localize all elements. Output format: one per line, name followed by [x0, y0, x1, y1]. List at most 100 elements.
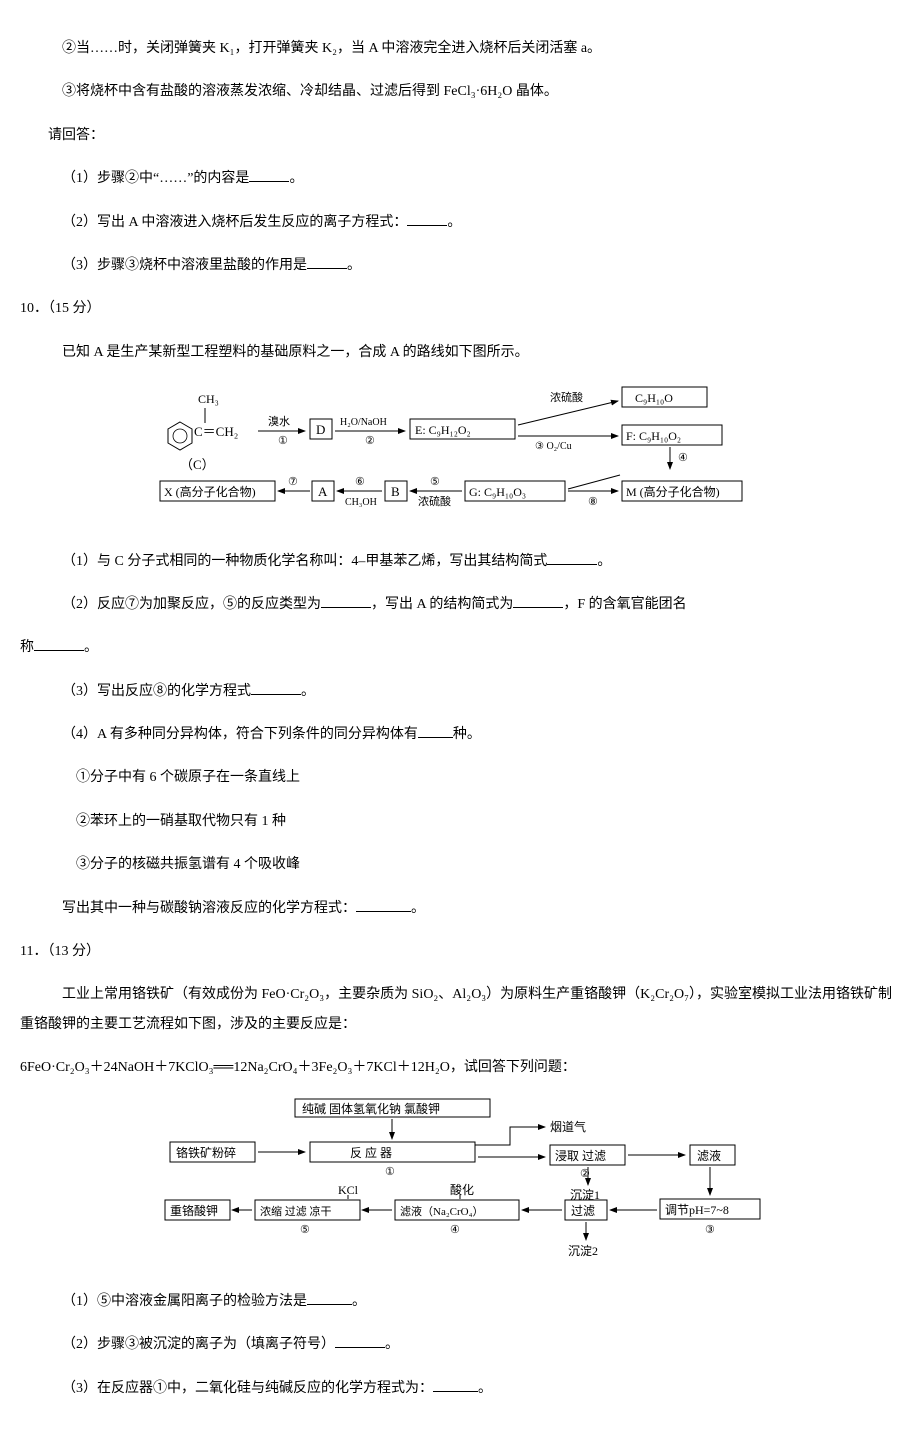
kcl: KCl: [338, 1183, 359, 1197]
blank[interactable]: [251, 680, 301, 695]
cond2: ②苯环上的一硝基取代物只有 1 种: [20, 807, 900, 836]
blank[interactable]: [34, 636, 84, 651]
p: 。: [597, 554, 611, 569]
blank[interactable]: [407, 211, 447, 226]
leach: 浸取 过滤: [555, 1149, 606, 1163]
sub-q3: （3）步骤③烧杯中溶液里盐酸的作用是 。: [20, 251, 900, 280]
E-label: E: C₉H₁₂O₂: [415, 423, 471, 437]
q3-text: （3）步骤③烧杯中溶液里盐酸的作用是: [62, 258, 307, 273]
arr2-bot: ②: [365, 435, 375, 447]
t: （3）在反应器①中，二氧化硅与纯碱反应的化学方程式为：: [62, 1381, 433, 1396]
period: 。: [289, 171, 303, 186]
blank[interactable]: [335, 1333, 385, 1348]
p: 。: [352, 1294, 366, 1309]
p: 种。: [453, 727, 481, 742]
arr6-bot: CH₃OH: [345, 497, 377, 508]
q11-2: （2）步骤③被沉淀的离子为（填离子符号） 。: [20, 1330, 900, 1359]
arr1-top: 溴水: [268, 414, 290, 428]
A-label: A: [318, 484, 328, 499]
t: （2）步骤③被沉淀的离子为（填离子符号）: [62, 1337, 335, 1352]
reactor-num: ①: [385, 1166, 395, 1178]
q11-p1: 工业上常用铬铁矿（有效成份为 FeO·Cr₂O₃，主要杂质为 SiO₂、Al₂O…: [20, 980, 900, 1039]
p: 。: [301, 684, 315, 699]
sol-num: ④: [450, 1224, 460, 1236]
sub-q2: （2）写出 A 中溶液进入烧杯后发生反应的离子方程式：。: [20, 208, 900, 237]
acid: 酸化: [450, 1182, 474, 1197]
t: （2）反应⑦为加聚反应，⑤的反应类型为: [62, 597, 321, 612]
q10-intro: 已知 A 是生产某新型工程塑料的基础原料之一，合成 A 的路线如下图所示。: [20, 338, 900, 367]
M-label: M (高分子化合物): [626, 484, 720, 499]
synthesis-route-figure: CH₃ C＝CH₂ （C） 溴水 ① D H₂O/NaOH ② E: C₉H₁₂…: [20, 381, 900, 532]
X-label: X (高分子化合物): [164, 484, 256, 499]
arr4: ③ O₂/Cu: [535, 441, 572, 452]
F-label: F: C₉H₁₀O₂: [626, 429, 681, 443]
q10-heading: 10．（15 分）: [20, 294, 900, 323]
arr7: ⑦: [288, 476, 298, 488]
q11-3: （3）在反应器①中，二氧化硅与纯碱反应的化学方程式为： 。: [20, 1374, 900, 1403]
period: 。: [347, 258, 361, 273]
question-10: 10．（15 分） 已知 A 是生产某新型工程塑料的基础原料之一，合成 A 的路…: [20, 294, 900, 923]
c-label: （C）: [180, 457, 215, 472]
arr1-bot: ①: [278, 435, 288, 447]
sub-q1: （1）步骤②中“……”的内容是 。: [20, 164, 900, 193]
t: （1）⑤中溶液金属阳离子的检验方法是: [62, 1294, 307, 1309]
q1-text: （1）步骤②中“……”的内容是: [62, 171, 249, 186]
q2-text: （2）写出 A 中溶液进入烧杯后发生反应的离子方程式：: [62, 215, 407, 230]
arr2-top: H₂O/NaOH: [340, 417, 387, 428]
q10-1: （1）与 C 分子式相同的一种物质化学名称叫：4–甲基苯乙烯，写出其结构简式 。: [20, 547, 900, 576]
methyl-label: CH₃: [198, 392, 219, 406]
blank[interactable]: [321, 593, 371, 608]
step-2: ②当……时，关闭弹簧夹 K₁，打开弹簧夹 K₂，当 A 中溶液完全进入烧杯后关闭…: [20, 34, 900, 63]
blank[interactable]: [547, 550, 597, 565]
q10-4c: 写出其中一种与碳酸钠溶液反应的化学方程式： 。: [20, 894, 900, 923]
t: （1）与 C 分子式相同的一种物质化学名称叫：4–甲基苯乙烯，写出其结构简式: [62, 554, 547, 569]
q10-2: （2）反应⑦为加聚反应，⑤的反应类型为 ，写出 A 的结构简式为 ，F 的含氧官能团…: [20, 590, 900, 619]
t: 称: [20, 640, 34, 655]
t: 写出其中一种与碳酸钠溶液反应的化学方程式：: [62, 901, 356, 916]
D-label: D: [316, 422, 325, 437]
question-11: 11．（13 分） 工业上常用铬铁矿（有效成份为 FeO·Cr₂O₃，主要杂质为…: [20, 937, 900, 1403]
q10-4: （4）A 有多种同分异构体，符合下列条件的同分异构体有 种。: [20, 720, 900, 749]
blank[interactable]: [307, 254, 347, 269]
t: （3）写出反应⑧的化学方程式: [62, 684, 251, 699]
cond3: ③分子的核磁共振氢谱有 4 个吸收峰: [20, 850, 900, 879]
p: 。: [385, 1337, 399, 1352]
blank[interactable]: [249, 167, 289, 182]
q11-eq: 6FeO·Cr₂O₃＋24NaOH＋7KClO₃══12Na₂CrO₄＋3Fe₂…: [20, 1053, 900, 1082]
top-reagents: 纯碱 固体氢氧化钠 氯酸钾: [302, 1101, 440, 1116]
B-label: B: [391, 484, 400, 499]
blank[interactable]: [513, 593, 563, 608]
p: 。: [411, 901, 425, 916]
q11-heading: 11．（13 分）: [20, 937, 900, 966]
arrG-bot: 浓硫酸: [418, 494, 451, 508]
arr6-top: ⑥: [355, 476, 365, 488]
arr8: ⑧: [588, 496, 598, 508]
blank[interactable]: [356, 897, 411, 912]
blank[interactable]: [307, 1290, 352, 1305]
cond1: ①分子中有 6 个碳原子在一条直线上: [20, 763, 900, 792]
question-block-9-continued: ②当……时，关闭弹簧夹 K₁，打开弹簧夹 K₂，当 A 中溶液完全进入烧杯后关闭…: [20, 34, 900, 280]
p: 。: [84, 640, 98, 655]
G-label: G: C₉H₁₀O₃: [469, 485, 526, 499]
gas: 烟道气: [550, 1119, 586, 1134]
adjust-num: ③: [705, 1224, 715, 1236]
blank[interactable]: [418, 723, 453, 738]
adjust: 调节pH=7~8: [665, 1203, 729, 1217]
q10-2-cont: 称。: [20, 633, 900, 662]
t: （4）A 有多种同分异构体，符合下列条件的同分异构体有: [62, 727, 418, 742]
blank[interactable]: [433, 1377, 478, 1392]
answer-prompt: 请回答：: [20, 121, 900, 150]
precip2: 沉淀2: [568, 1244, 598, 1258]
reactor: 反 应 器: [350, 1145, 392, 1160]
filtrate: 滤液: [697, 1148, 721, 1163]
C9H10O: C₉H₁₀O: [635, 391, 673, 405]
prod: 重铬酸钾: [170, 1203, 218, 1218]
t: ，F 的含氧官能团名: [563, 597, 686, 612]
process-flow-figure: 纯碱 固体氢氧化钠 氯酸钾 铬铁矿粉碎 反 应 器 ① 烟道气 浸取 过滤 ② …: [20, 1097, 900, 1273]
p: 。: [478, 1381, 492, 1396]
t: ，写出 A 的结构简式为: [371, 597, 513, 612]
conc-num: ⑤: [300, 1224, 310, 1236]
c-struct: C＝CH₂: [194, 424, 238, 439]
step-3: ③将烧杯中含有盐酸的溶液蒸发浓缩、冷却结晶、过滤后得到 FeCl₃·6H₂O 晶…: [20, 77, 900, 106]
q10-3: （3）写出反应⑧的化学方程式 。: [20, 677, 900, 706]
